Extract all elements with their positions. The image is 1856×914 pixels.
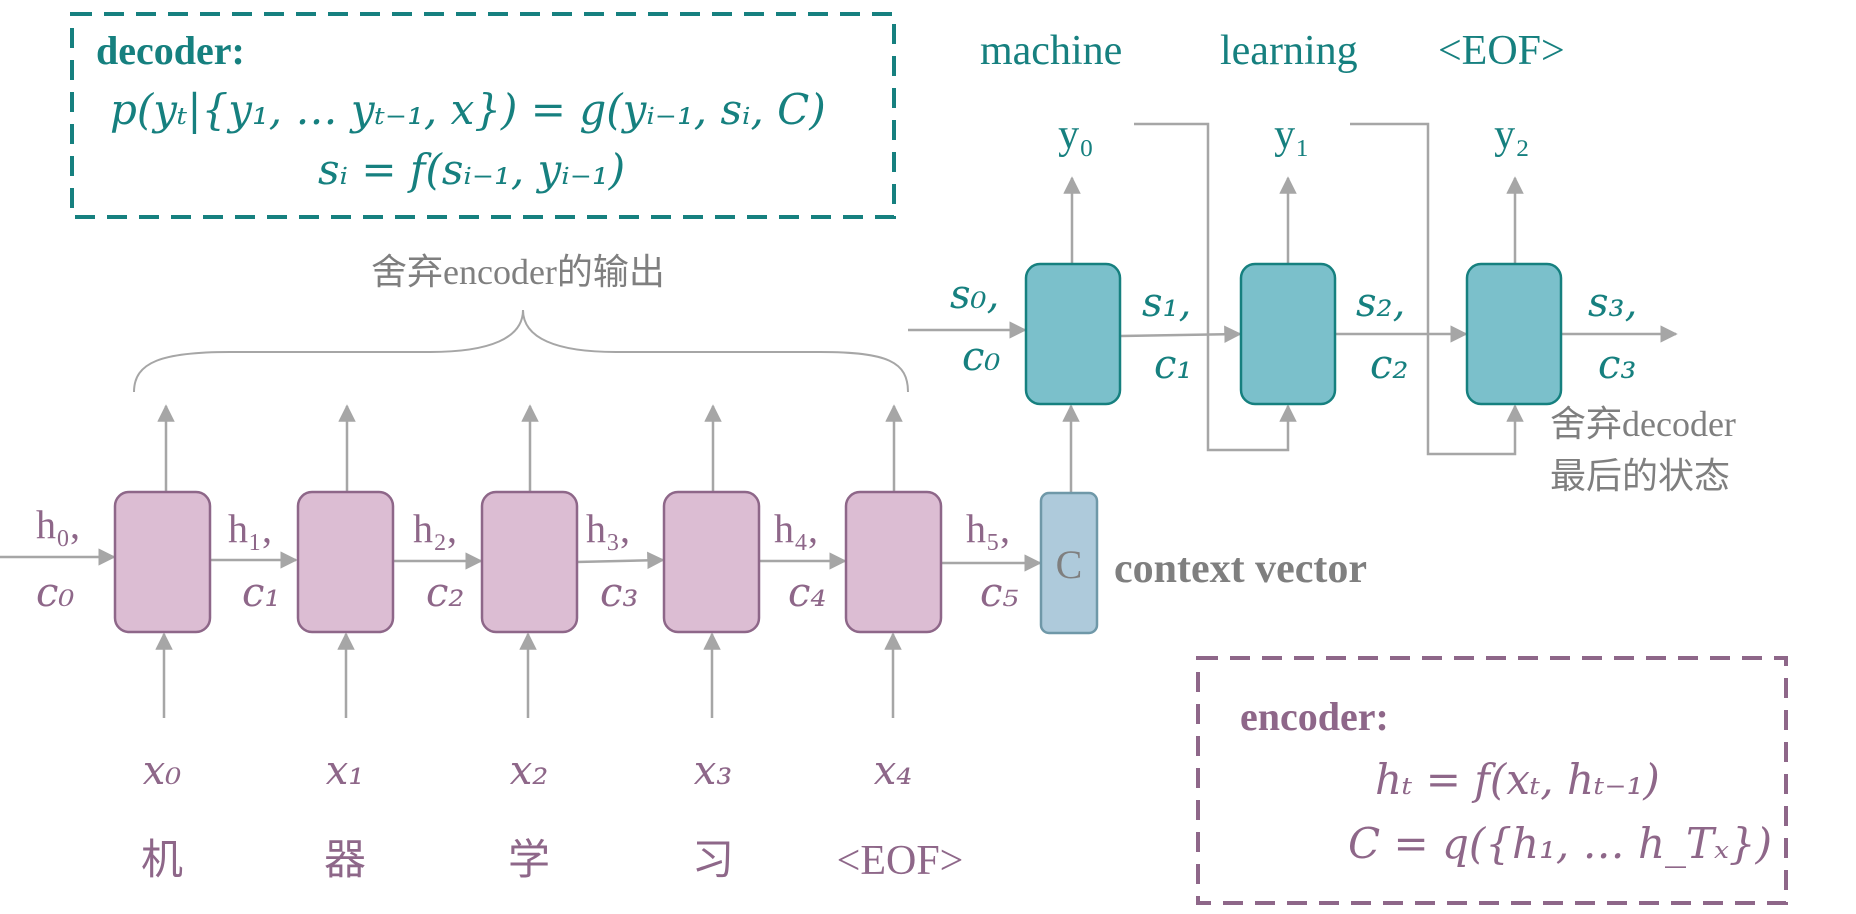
context-cell-label: C [1056,542,1083,587]
decoder-output-1: y₁ [1274,112,1310,158]
decoder-state-c-3: c₃ [1598,342,1636,388]
decoder-state-s-1: s₁, [1142,280,1191,326]
decoder-state-c-2: c₂ [1370,342,1408,388]
decoder-word-1: learning [1220,28,1358,74]
decoder-words: machine learning <EOF> [980,28,1565,74]
discard-encoder-output-label: 舍弃encoder的输出 [371,252,665,292]
encoder-output-brace [133,309,909,393]
encoder-state-c-3: c₃ [600,570,638,616]
encoder-token-3: 习 [692,838,734,884]
encoder-formula-box [1196,656,1788,905]
encoder-input-2: x₂ [510,748,549,794]
encoder-state-labels: h₀, c₀ h₁, c₁ h₂, c₂ h₃, c₃ h₄, c₄ h₅, c… [36,502,1018,616]
encoder-cells [113,490,943,634]
decoder-cell-0 [1024,262,1122,406]
context-vector-cell [1039,491,1099,635]
encoder-inputs: x₀ x₁ x₂ x₃ x₄ 机 器 学 习 <EOF> [141,748,963,884]
encoder-cell-3 [662,490,761,634]
decoder-arrows [908,122,1678,456]
decoder-output-2: y₂ [1494,112,1530,158]
decoder-outputs: y₀ y₁ y₂ [1058,112,1530,158]
encoder-input-0: x₀ [143,748,182,794]
encoder-box-title: encoder: [1240,694,1389,739]
decoder-state-s-0: s₀, [950,272,999,318]
decoder-word-2: <EOF> [1438,28,1565,74]
encoder-state-c-1: c₁ [242,570,280,616]
decoder-cell-1 [1239,262,1337,406]
decoder-state-c-1: c₁ [1154,342,1192,388]
encoder-state-c-5: c₅ [980,570,1018,616]
encoder-state-h-1: h₁, [228,506,272,551]
encoder-state-h-5: h₅, [966,506,1010,551]
encoder-state-c-4: c₄ [788,570,826,616]
decoder-state-s-2: s₂, [1356,280,1405,326]
context-vector-label: context vector [1114,546,1367,592]
encoder-token-2: 学 [508,837,550,884]
encoder-input-4: x₄ [874,748,913,794]
encoder-state-h-4: h₄, [774,506,818,551]
decoder-equation-2: sᵢ = f(sᵢ₋₁, yᵢ₋₁) [318,145,625,194]
encoder-input-1: x₁ [326,748,365,794]
decoder-equation-1: p(yₜ|{y₁, … yₜ₋₁, x}) = g(yᵢ₋₁, sᵢ, C) [110,85,826,134]
decoder-cell-2 [1465,262,1563,406]
decoder-box-title: decoder: [96,28,245,73]
encoder-state-c-2: c₂ [426,570,464,616]
encoder-token-4: <EOF> [837,838,964,884]
encoder-state-h-0: h₀, [36,502,80,547]
encoder-state-h-3: h₃, [586,506,630,551]
decoder-cells [1024,262,1563,406]
discard-decoder-label-2: 最后的状态 [1550,456,1730,496]
encoder-equation-1: hₜ = f(xₜ, hₜ₋₁) [1375,755,1660,804]
encoder-state-h-2: h₂, [413,506,457,551]
encoder-state-c-0: c₀ [36,570,74,616]
encoder-equation-2: C = q({h₁, … h_Tₓ}) [1348,819,1772,868]
encoder-arrows [0,404,1080,718]
decoder-word-0: machine [980,28,1122,74]
encoder-input-3: x₃ [694,748,733,794]
encoder-token-1: 器 [324,838,366,884]
encoder-cell-2 [480,490,579,634]
decoder-state-labels: s₀, c₀ s₁, c₁ s₂, c₂ s₃, c₃ [950,272,1637,388]
discard-decoder-label-1: 舍弃decoder [1550,404,1736,444]
decoder-state-s-3: s₃, [1588,280,1637,326]
encoder-cell-1 [296,490,395,634]
encoder-cell-0 [113,490,212,634]
encoder-cell-4 [844,490,943,634]
encoder-token-0: 机 [141,838,183,884]
decoder-output-0: y₀ [1058,112,1094,158]
decoder-state-c-0: c₀ [962,334,1000,380]
